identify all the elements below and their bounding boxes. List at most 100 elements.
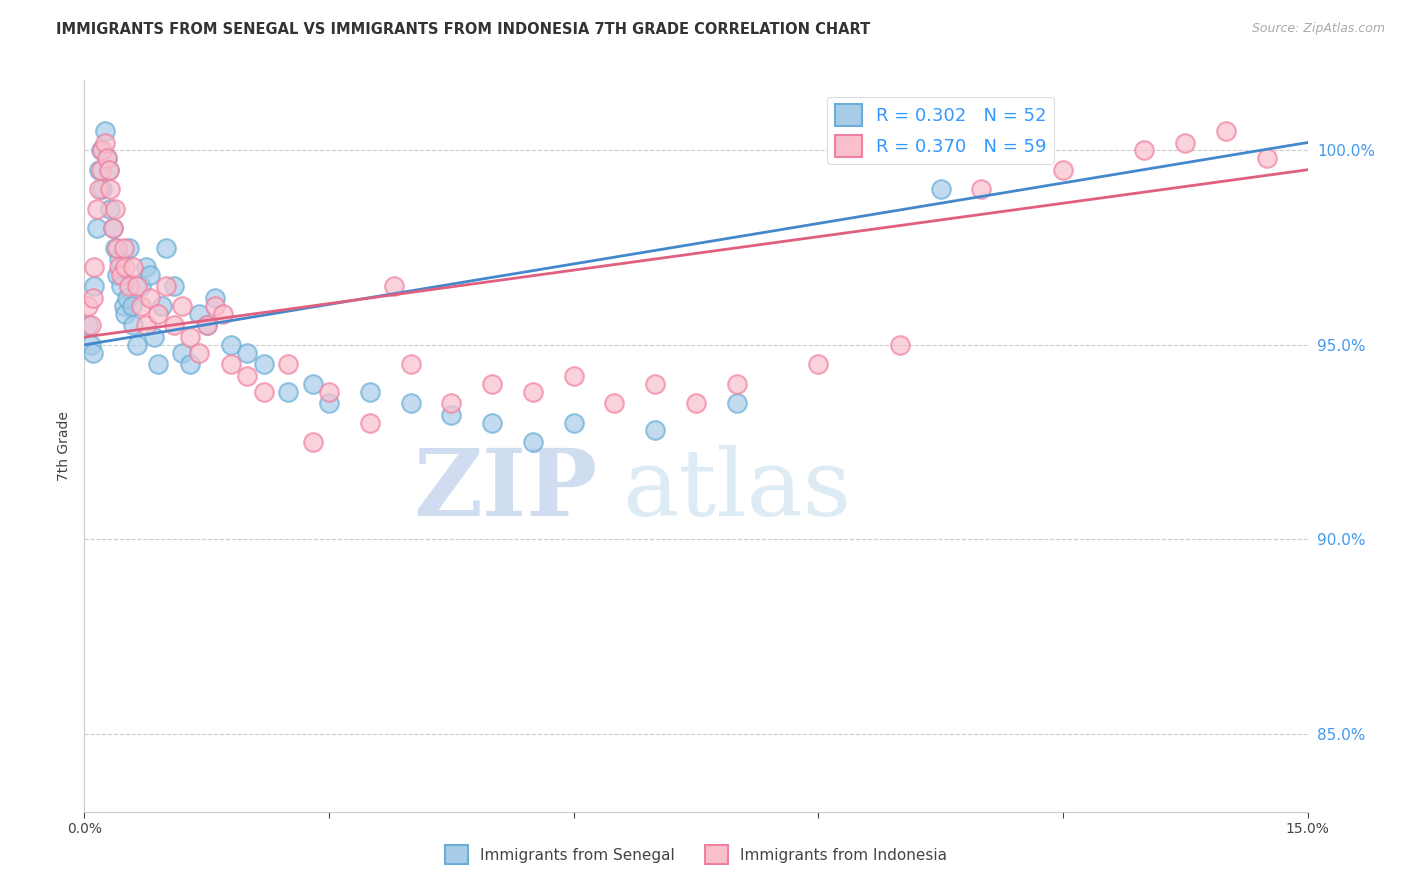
Point: [359, 416, 381, 430]
Point: [93, 136, 115, 150]
Text: atlas: atlas: [623, 445, 852, 535]
Point: [301, 435, 323, 450]
Point: [80, 318, 103, 333]
Point: [86, 221, 108, 235]
Point: [179, 330, 201, 344]
Point: [155, 241, 177, 255]
Point: [1133, 144, 1156, 158]
Point: [83, 260, 105, 274]
Point: [318, 396, 340, 410]
Point: [104, 202, 127, 216]
Point: [122, 260, 145, 274]
Point: [359, 384, 381, 399]
Point: [135, 318, 157, 333]
Point: [163, 279, 186, 293]
Point: [96, 151, 118, 165]
Point: [96, 151, 118, 165]
Point: [105, 241, 128, 255]
Point: [603, 396, 626, 410]
Text: IMMIGRANTS FROM SENEGAL VS IMMIGRANTS FROM INDONESIA 7TH GRADE CORRELATION CHART: IMMIGRANTS FROM SENEGAL VS IMMIGRANTS FR…: [56, 22, 870, 37]
Point: [1256, 151, 1278, 165]
Point: [929, 182, 952, 196]
Point: [399, 396, 422, 410]
Point: [187, 345, 209, 359]
Point: [90, 144, 112, 158]
Point: [204, 299, 226, 313]
Point: [104, 241, 127, 255]
Point: [889, 338, 911, 352]
Point: [481, 376, 503, 391]
Point: [382, 279, 405, 293]
Point: [146, 307, 169, 321]
Point: [118, 241, 141, 255]
Point: [107, 252, 129, 267]
Point: [91, 182, 114, 196]
Point: [522, 435, 544, 450]
Point: [87, 182, 110, 196]
Point: [86, 202, 108, 216]
Point: [399, 357, 422, 371]
Point: [77, 299, 100, 313]
Legend: Immigrants from Senegal, Immigrants from Indonesia: Immigrants from Senegal, Immigrants from…: [439, 839, 953, 870]
Point: [204, 291, 226, 305]
Point: [127, 279, 149, 293]
Point: [685, 396, 707, 410]
Point: [277, 384, 299, 399]
Point: [122, 318, 145, 333]
Point: [1052, 162, 1074, 177]
Text: Source: ZipAtlas.com: Source: ZipAtlas.com: [1251, 22, 1385, 36]
Point: [97, 162, 120, 177]
Point: [301, 376, 323, 391]
Point: [179, 357, 201, 371]
Point: [219, 338, 242, 352]
Point: [253, 357, 276, 371]
Point: [138, 268, 160, 282]
Point: [114, 260, 136, 274]
Point: [87, 162, 110, 177]
Point: [644, 424, 666, 438]
Point: [131, 279, 153, 293]
Point: [100, 202, 122, 216]
Point: [644, 376, 666, 391]
Point: [114, 307, 136, 321]
Point: [100, 182, 122, 196]
Point: [110, 268, 132, 282]
Point: [970, 182, 993, 196]
Point: [146, 357, 169, 371]
Point: [212, 307, 235, 321]
Point: [440, 408, 463, 422]
Point: [90, 162, 112, 177]
Point: [138, 291, 160, 305]
Point: [522, 384, 544, 399]
Point: [97, 162, 120, 177]
Y-axis label: 7th Grade: 7th Grade: [58, 411, 72, 481]
Point: [105, 268, 128, 282]
Point: [253, 384, 276, 399]
Point: [101, 221, 124, 235]
Point: [187, 307, 209, 321]
Point: [112, 241, 135, 255]
Point: [93, 124, 115, 138]
Point: [163, 318, 186, 333]
Point: [481, 416, 503, 430]
Point: [1174, 136, 1197, 150]
Point: [80, 338, 103, 352]
Point: [562, 416, 585, 430]
Point: [562, 368, 585, 383]
Point: [236, 368, 259, 383]
Point: [236, 345, 259, 359]
Point: [155, 279, 177, 293]
Point: [101, 221, 124, 235]
Point: [195, 318, 218, 333]
Point: [440, 396, 463, 410]
Point: [195, 318, 218, 333]
Point: [115, 291, 138, 305]
Point: [121, 299, 143, 313]
Text: ZIP: ZIP: [413, 445, 598, 535]
Point: [172, 345, 194, 359]
Point: [807, 357, 830, 371]
Point: [135, 260, 157, 274]
Point: [107, 260, 129, 274]
Point: [131, 299, 153, 313]
Point: [127, 338, 149, 352]
